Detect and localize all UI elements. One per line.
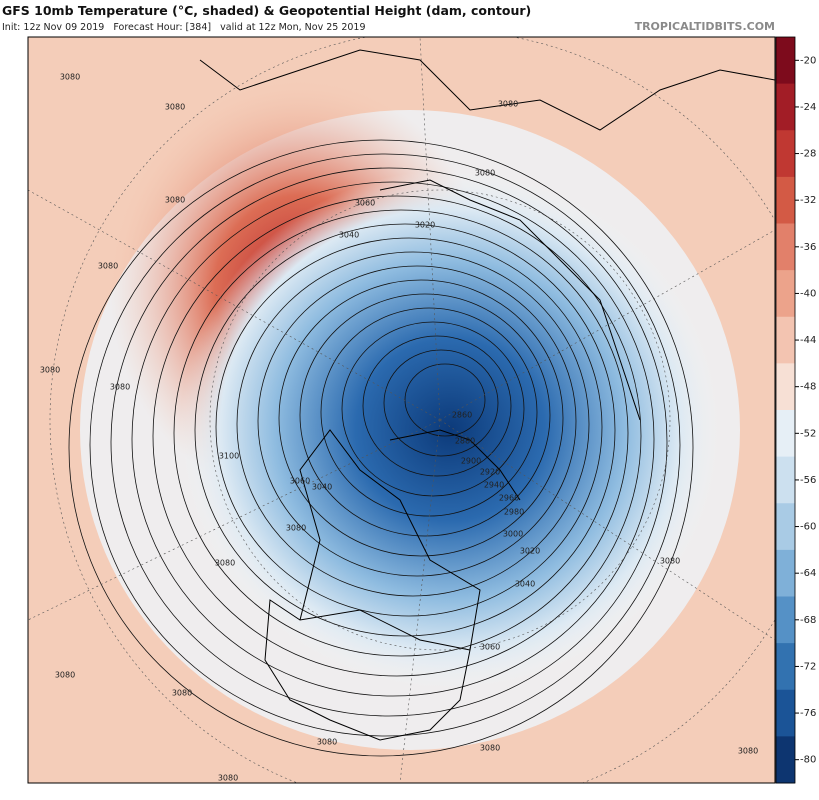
contour-line [236,251,590,597]
contour-label: 3060 [480,643,500,652]
contour-label: 2940 [484,481,504,490]
colorbar-cell [776,176,795,224]
colorbar-tick-label: -40 [800,288,816,299]
contour-line [68,139,694,757]
colorbar-cell [776,549,795,597]
map: 3080 3080 3080 3080 3080 3080 3080 3080 3080 3080… [28,37,775,783]
contour-label: 3060 [355,199,375,208]
contour-label: 3080 [98,262,118,271]
colorbar-cell [776,37,795,85]
contour-line [383,349,499,457]
colorbar-tick-label: -48 [800,382,816,393]
contour-line [110,167,668,717]
contour-label: 3080 [60,73,80,82]
contour-label: 3040 [339,231,359,240]
colorbar-cell [776,596,795,644]
contour-label: 3080 [475,169,495,178]
colorbar-tick-label: -80 [800,755,816,766]
colorbar-tick-label: -32 [800,195,816,206]
contour-label: 3100 [219,452,239,461]
contour-label: 3080 [165,196,185,205]
contour-line [215,237,603,617]
subtitle: Init: 12z Nov 09 2019 Forecast Hour: [38… [2,22,366,33]
contour-label: 3000 [503,530,523,539]
contour-label: 3080 [40,366,60,375]
contour-line [152,195,642,677]
contour-label: 3080 [498,100,518,109]
colorbar-cell [776,736,795,784]
brand: TROPICALTIDBITS.COM [635,20,775,33]
contour-label: 2880 [455,437,475,446]
contour-label: 3020 [415,221,435,230]
colorbar-tick-label: -20 [800,55,816,66]
colorbar-tick-label: -36 [800,242,816,253]
contour-labels: 3080 3080 3080 3080 3080 3080 3080 3080 3080 3080… [40,73,758,783]
contour-label: 2960 [499,494,519,503]
colorbar-tick-label: -56 [800,475,816,486]
map-frame [27,36,776,784]
colorbar-cell [776,503,795,551]
contour-line [89,153,681,737]
colorbar: -20 -24 -28 -32 -36 -40 -44 -48 -52 -56 -60 -64 -68 -… [775,36,816,784]
coastlines [199,49,775,741]
contour-line [404,363,486,437]
contour-label: 3080 [215,559,235,568]
colorbar-cell [776,223,795,271]
colorbar-cell [776,456,795,504]
contour-label: 3080 [286,524,306,533]
colorbar-tick-label: -64 [800,568,816,579]
colorbar-tick-label: -28 [800,149,816,160]
contour-line [173,209,629,657]
colorbar-cell [776,316,795,364]
colorbar-tick-label: -52 [800,428,816,439]
contour-label: 2860 [452,411,472,420]
contours [68,139,694,757]
contour-label: 3080 [660,557,680,566]
contour-label: 3080 [738,747,758,756]
colorbar-cell [776,363,795,411]
colorbar-tick-label: -68 [800,615,816,626]
colorbar-tick-label: -72 [800,661,816,672]
graticule [28,37,775,783]
contour-label: 3040 [312,483,332,492]
colorbar-cell [776,689,795,737]
contour-label: 3080 [110,383,130,392]
title: GFS 10mb Temperature (°C, shaded) & Geop… [2,3,531,18]
contour-label: 2920 [480,468,500,477]
contour-line [320,307,538,517]
contour-label: 3080 [317,738,337,747]
contour-label: 3080 [55,671,75,680]
contour-label: 3080 [480,744,500,753]
colorbar-cell [776,83,795,131]
contour-label: 3040 [515,580,535,589]
colorbar-frame [775,36,796,784]
contour-label: 3020 [520,547,540,556]
colorbar-cell [776,130,795,178]
contour-line [362,335,512,477]
colorbar-tick-label: -76 [800,708,816,719]
contour-line [278,279,564,557]
colorbar-tick-label: -24 [800,102,816,113]
contour-line [131,181,655,697]
contour-line [341,321,525,497]
contour-label: 3080 [172,689,192,698]
contour-label: 2900 [461,457,481,466]
colorbar-tick-label: -44 [800,335,816,346]
colorbar-tick-label: -60 [800,522,816,533]
contour-label: 3060 [290,477,310,486]
colorbar-cell [776,270,795,318]
contour-line [257,265,577,577]
contour-line [299,293,551,537]
colorbar-cell [776,410,795,458]
contour-label: 3080 [218,774,238,783]
contour-label: 3080 [165,103,185,112]
colorbar-cell [776,643,795,691]
contour-line [194,223,616,637]
contour-label: 2980 [504,508,524,517]
